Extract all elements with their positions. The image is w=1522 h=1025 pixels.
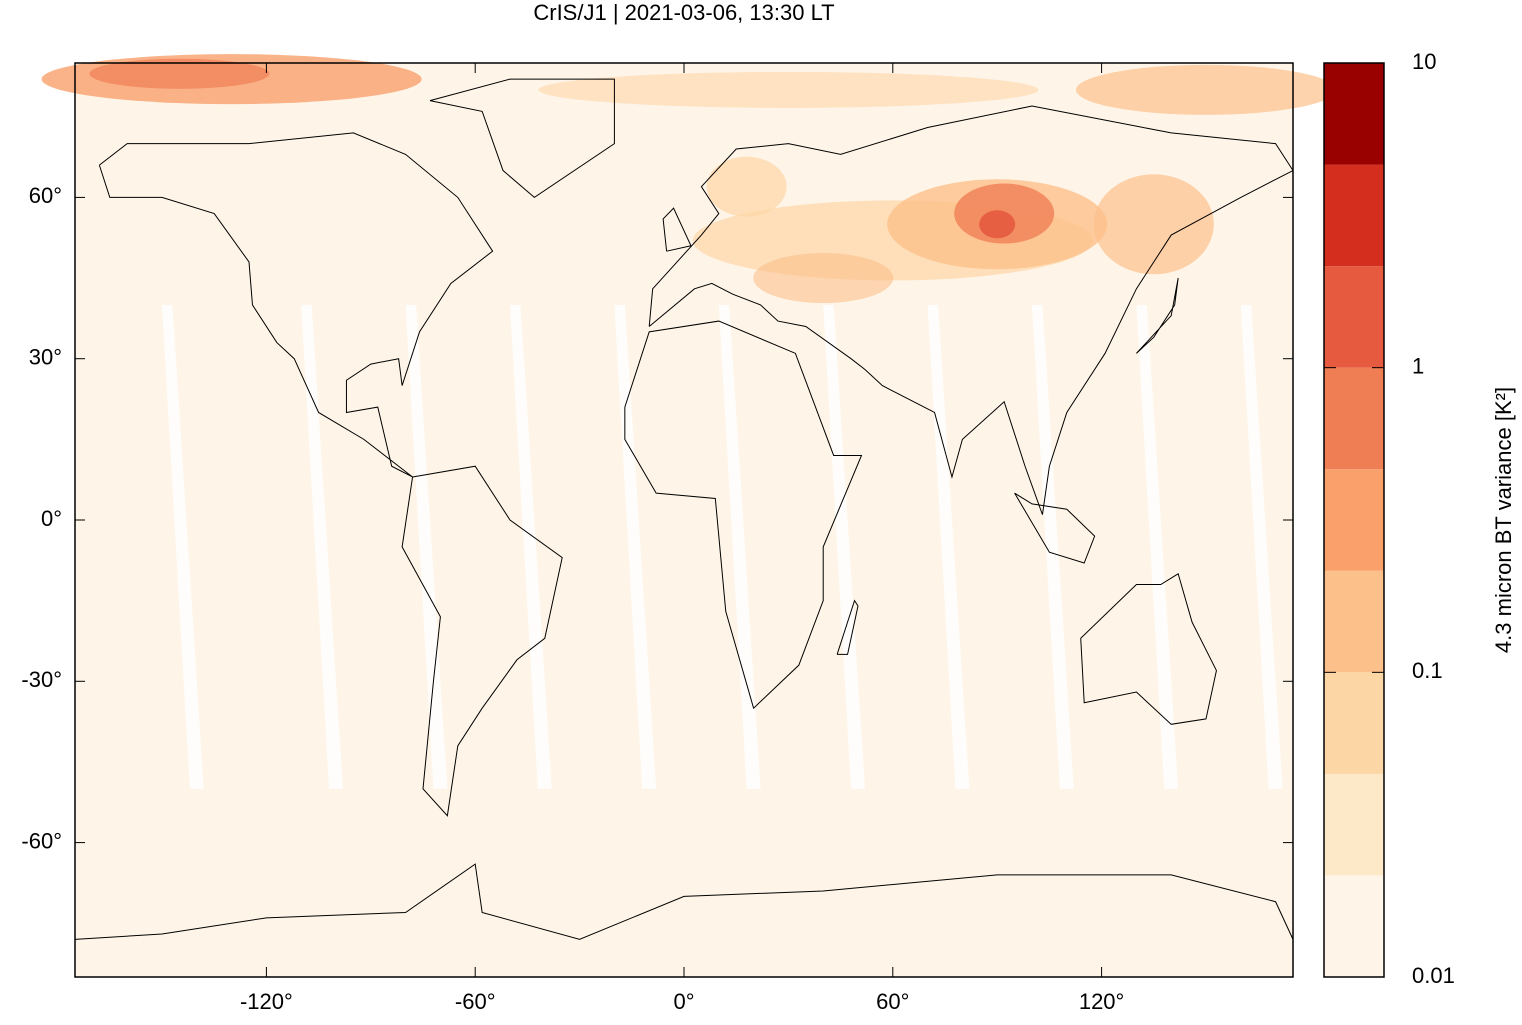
colorbar-band — [1324, 164, 1384, 267]
colorbar-label: 4.3 micron BT variance [K²] — [1491, 387, 1516, 653]
coastline — [1080, 572, 1217, 725]
map — [41, 54, 1336, 977]
colorbar-tick-label: 0.1 — [1412, 658, 1443, 683]
x-tick-label: 120° — [1079, 989, 1125, 1014]
colorbar-band — [1324, 469, 1384, 571]
y-tick-label: 30° — [29, 345, 62, 370]
colorbar-band — [1324, 875, 1384, 977]
coastline — [429, 78, 615, 199]
swath-gap — [1240, 304, 1283, 789]
variance-region — [753, 253, 894, 304]
y-tick-label: 60° — [29, 183, 62, 208]
swath-gap — [1136, 304, 1179, 789]
swath-gap — [301, 304, 343, 789]
y-tick-label: -30° — [21, 667, 62, 692]
variance-region — [89, 58, 270, 89]
coastline — [836, 599, 859, 655]
swath-gap — [405, 304, 448, 789]
x-tick-label: -60° — [455, 989, 496, 1014]
coastline — [98, 132, 494, 478]
colorbar: 0.01 0.1 1 10 — [1323, 49, 1455, 988]
chart-title: CrIS/J1 | 2021-03-06, 13:30 LT — [533, 0, 834, 25]
colorbar-band — [1324, 570, 1384, 673]
coastline — [74, 863, 1294, 940]
colorbar-tick-label: 10 — [1412, 49, 1436, 74]
swath-gap — [1032, 304, 1074, 789]
variance-region — [538, 71, 1039, 108]
colorbar-band — [1324, 367, 1384, 470]
coastline — [662, 207, 692, 252]
colorbar-frame — [1323, 62, 1385, 978]
colorbar-band — [1324, 773, 1384, 876]
x-tick-label: 0° — [673, 989, 694, 1014]
colorbar-band — [1324, 266, 1384, 368]
swath-gap — [162, 304, 204, 789]
colorbar-tick-label: 0.01 — [1412, 963, 1455, 988]
coastline — [648, 105, 1294, 515]
coastline — [1014, 492, 1096, 564]
variance-region — [706, 156, 787, 217]
swath-gap — [510, 304, 552, 789]
colorbar-band — [1324, 63, 1384, 165]
colorbar-tick-label: 1 — [1412, 353, 1424, 378]
swath-gap — [718, 304, 761, 789]
colorbar-band — [1324, 672, 1384, 774]
coastline — [401, 465, 563, 817]
y-tick-label: 0° — [41, 506, 62, 531]
x-tick-label: 60° — [876, 989, 909, 1014]
coastline — [624, 320, 863, 710]
coastline — [1136, 277, 1179, 354]
y-tick-label: -60° — [21, 828, 62, 853]
x-tick-label: -120° — [240, 989, 293, 1014]
variance-region — [979, 210, 1016, 239]
swath-gap — [823, 304, 865, 789]
variance-region — [1076, 64, 1336, 115]
variance-region — [1093, 174, 1214, 275]
